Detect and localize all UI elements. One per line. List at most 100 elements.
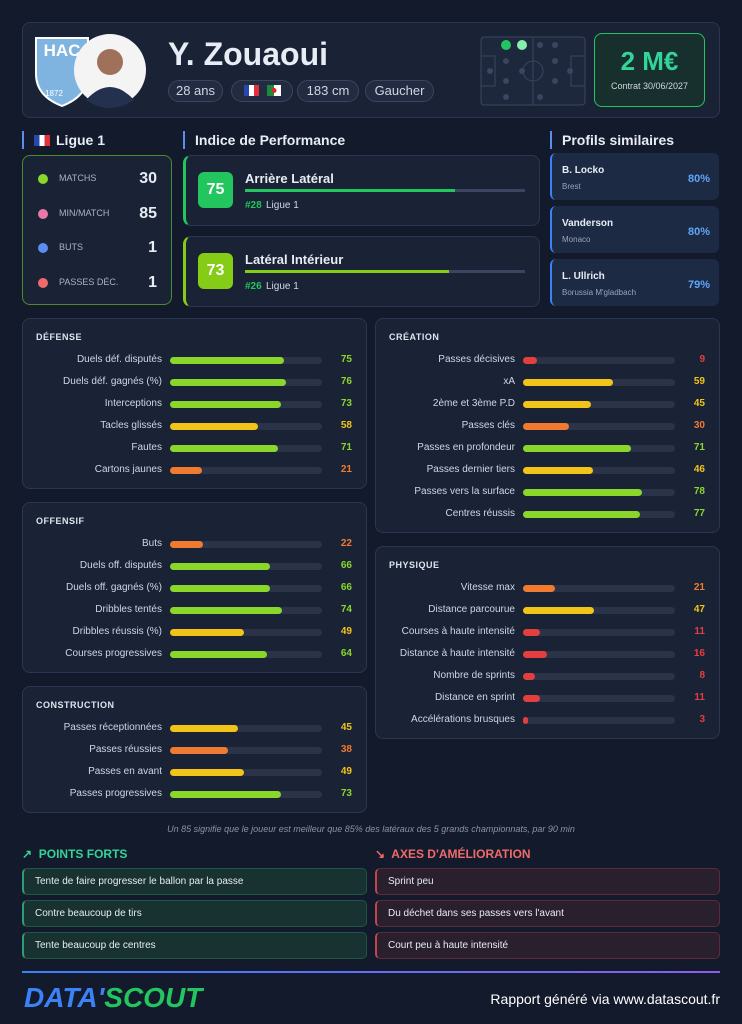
metric-label: Cartons jaunes (94, 464, 162, 475)
metric-bar (523, 467, 593, 474)
metric-bar (523, 585, 555, 592)
metric-label: Passes en profondeur (417, 442, 515, 453)
perf-role: Latéral Intérieur (245, 252, 344, 267)
league-title: Ligue 1 (56, 132, 106, 148)
metric-bar (523, 423, 569, 430)
stat-icon (38, 174, 48, 184)
flags-pill (231, 80, 293, 102)
metric-track (523, 651, 675, 658)
metric-value: 73 (340, 398, 352, 409)
metric-value: 73 (340, 788, 352, 799)
metric-value: 22 (340, 538, 352, 549)
metric-track (523, 585, 675, 592)
metric-bar (170, 747, 228, 754)
metric-track (170, 725, 322, 732)
metric-bar (523, 717, 528, 724)
metric-track (523, 717, 675, 724)
metric-value: 71 (340, 442, 352, 453)
metric-bar (170, 725, 239, 732)
weaknesses-item: Du déchet dans ses passes vers l'avant (375, 900, 720, 927)
metric-label: Dribbles tentés (95, 604, 162, 615)
strengths-item: Contre beaucoup de tirs (22, 900, 367, 927)
stat-value: 1 (148, 239, 157, 256)
club-initials: HAC (44, 41, 81, 60)
metric-label: Passes dernier tiers (426, 464, 515, 475)
avatar-head (97, 49, 123, 75)
similar-name: B. Locko (562, 165, 605, 176)
metric-bar (170, 585, 271, 592)
metric-value: 74 (340, 604, 352, 615)
perf-rank: #28 (245, 200, 262, 211)
stat-label: MIN/MATCH (59, 208, 110, 218)
brand: DATA'SCOUT (24, 982, 202, 1014)
avatar-body (86, 87, 134, 108)
similar-club: Brest (562, 182, 581, 191)
height-pill: 183 cm (297, 80, 359, 102)
metric-value: 38 (340, 744, 352, 755)
stat-icon (38, 243, 48, 253)
metric-label: Distance à haute intensité (399, 648, 515, 659)
similar-match: 80% (687, 173, 710, 185)
similar-header: Profils similaires (550, 131, 674, 149)
metric-track (523, 673, 675, 680)
metric-label: Interceptions (104, 398, 162, 409)
metric-label: Passes réceptionnées (63, 722, 162, 733)
foot-pill: Gaucher (365, 80, 434, 102)
section-title: DÉFENSE (36, 332, 83, 342)
metric-track (170, 541, 322, 548)
metric-bar (170, 563, 271, 570)
metric-bar (170, 445, 278, 452)
metric-value: 30 (693, 420, 705, 431)
metric-label: Duels déf. disputés (76, 354, 162, 365)
metric-value: 16 (693, 648, 705, 659)
perf-league: Ligue 1 (266, 200, 299, 211)
metric-value: 75 (340, 354, 352, 365)
metric-label: Passes clés (461, 420, 515, 431)
section-title: OFFENSIF (36, 516, 85, 526)
metric-label: Dribbles réussis (%) (72, 626, 162, 637)
perf-bar (245, 189, 455, 192)
similar-card (550, 206, 719, 253)
metric-value: 71 (693, 442, 705, 453)
strengths-header: ↗ POINTS FORTS (22, 847, 128, 861)
metric-bar (523, 651, 548, 658)
metric-bar (523, 379, 613, 386)
value-box (594, 33, 705, 107)
metric-value: 77 (693, 508, 705, 519)
metric-label: Passes progressives (69, 788, 162, 799)
metric-label: Passes réussies (89, 744, 162, 755)
metric-bar (523, 673, 536, 680)
metric-track (523, 423, 675, 430)
metric-value: 11 (694, 692, 705, 703)
metric-bar (170, 423, 259, 430)
metric-track (523, 357, 675, 364)
strengths-title: POINTS FORTS (38, 847, 128, 861)
metric-value: 47 (693, 604, 705, 615)
metric-value: 64 (340, 648, 352, 659)
stat-label: PASSES DÉC. (59, 277, 119, 287)
metric-track (170, 629, 322, 636)
metric-bar (170, 629, 245, 636)
metric-value: 45 (693, 398, 705, 409)
metric-label: Courses progressives (65, 648, 162, 659)
metric-track (523, 695, 675, 702)
stat-label: BUTS (59, 242, 84, 252)
metric-bar (523, 695, 540, 702)
section-title: CONSTRUCTION (36, 700, 115, 710)
metric-bar (170, 607, 283, 614)
perf-bar (245, 270, 450, 273)
metric-value: 3 (699, 714, 705, 725)
stat-value: 1 (148, 274, 157, 291)
player-name: Y. Zouaoui (168, 36, 328, 72)
report-text: Rapport généré via www.datascout.fr (490, 991, 720, 1007)
metric-label: Duels off. disputés (79, 560, 162, 571)
metric-bar (170, 401, 281, 408)
metric-label: Passes vers la surface (414, 486, 515, 497)
mini-pitch (480, 36, 586, 106)
brand-b: SCOUT (104, 982, 203, 1013)
metric-label: Passes en avant (88, 766, 162, 777)
metric-track (170, 467, 322, 474)
metric-value: 49 (340, 626, 352, 637)
metric-label: xA (503, 376, 515, 387)
